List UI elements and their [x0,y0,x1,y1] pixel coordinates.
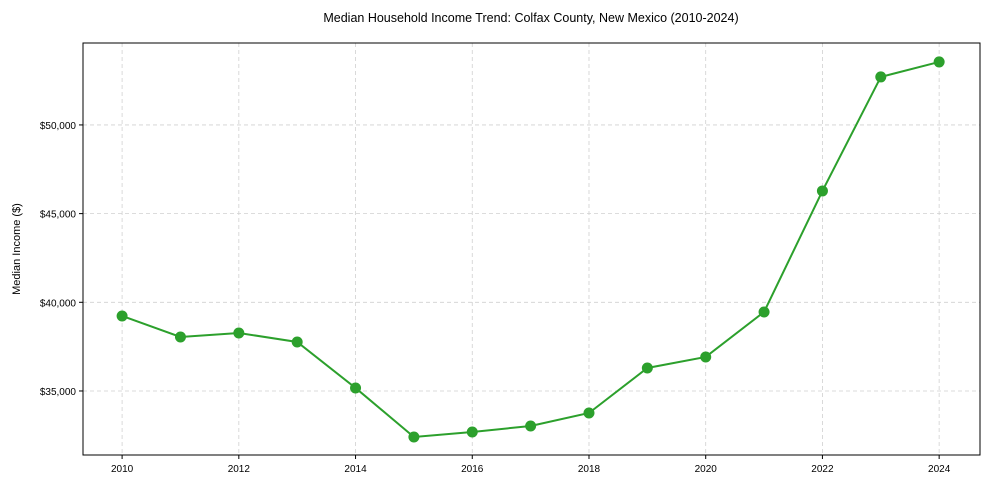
data-point-2014 [350,382,362,394]
x-tick-label: 2022 [811,464,834,475]
x-tick-label: 2010 [111,464,134,475]
y-tick-label: $50,000 [40,121,77,132]
data-point-2020 [700,351,712,363]
data-point-2024 [933,56,945,68]
x-tick-label: 2018 [578,464,601,475]
data-point-2016 [466,426,478,438]
y-tick-label: $35,000 [40,387,77,398]
x-tick-label: 2020 [695,464,718,475]
y-axis-label: Median Income ($) [11,203,23,295]
data-point-2017 [525,420,537,432]
plot-frame [82,42,981,456]
chart-title: Median Household Income Trend: Colfax Co… [323,11,738,25]
x-tick-label: 2014 [344,464,367,475]
data-point-2021 [758,306,770,318]
data-point-2018 [583,407,595,419]
y-tick-label: $45,000 [40,210,77,221]
series-line [121,60,940,439]
data-point-2015 [408,431,420,443]
y-tick-label: $40,000 [40,298,77,309]
data-point-2011 [174,331,186,343]
data-point-2019 [641,362,653,374]
data-point-2022 [816,185,828,197]
data-point-2013 [291,336,303,348]
data-point-2012 [233,327,245,339]
data-point-2023 [875,71,887,83]
data-point-2010 [116,310,128,322]
x-tick-label: 2016 [461,464,484,475]
x-tick-label: 2012 [228,464,251,475]
x-tick-label: 2024 [928,464,951,475]
